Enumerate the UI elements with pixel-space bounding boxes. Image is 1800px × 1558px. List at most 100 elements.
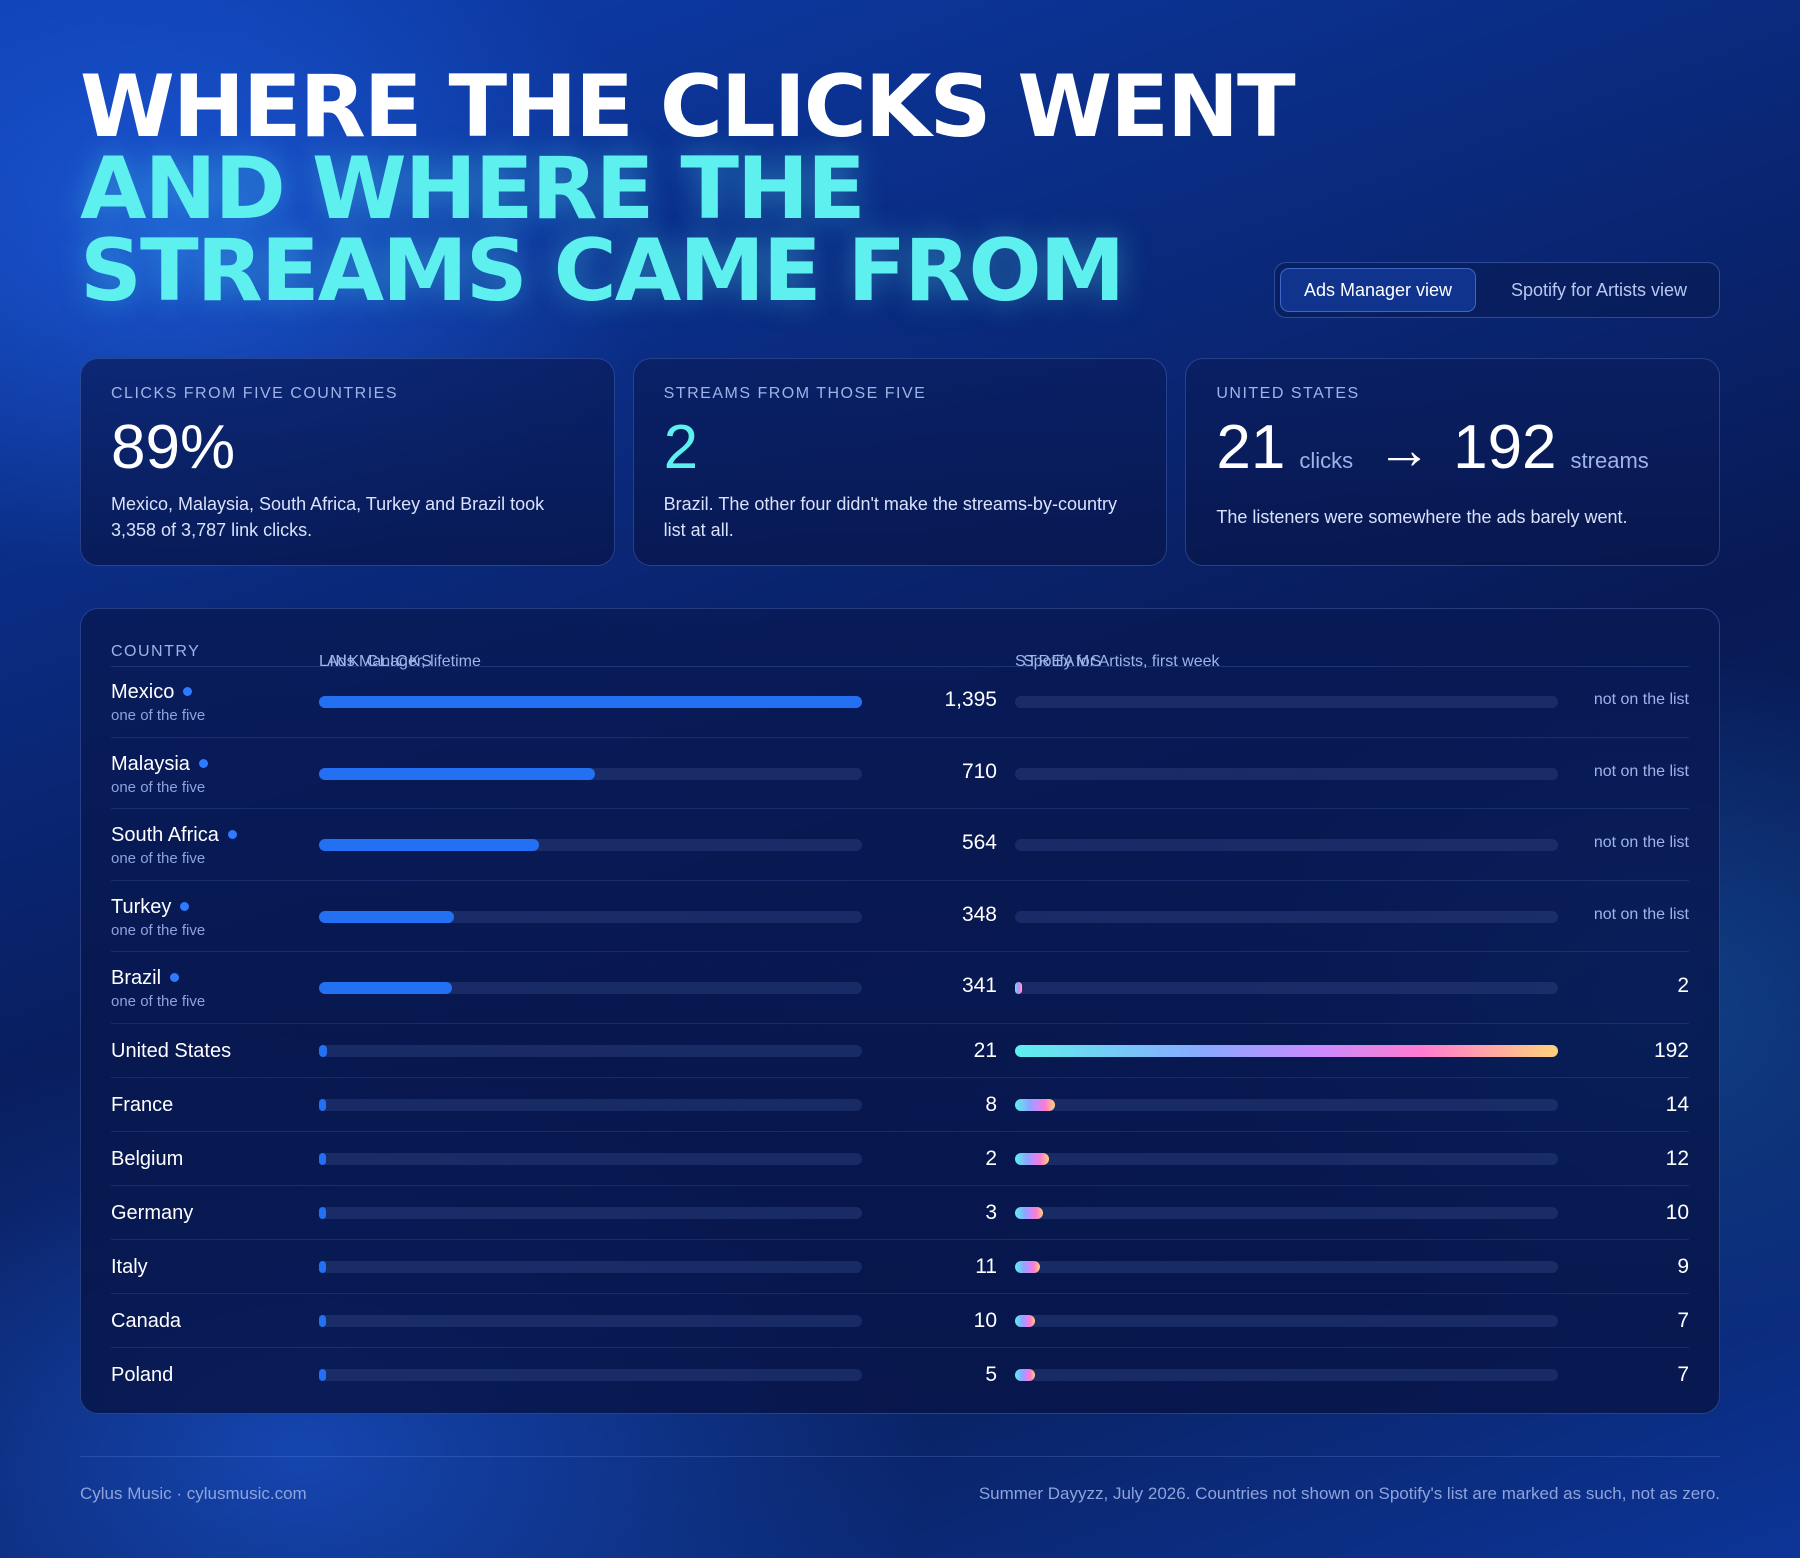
title-line-1: WHERE THE CLICKS WENT bbox=[80, 57, 1296, 157]
country-name: France bbox=[111, 1094, 173, 1117]
page: WHERE THE CLICKS WENT AND WHERE THE STRE… bbox=[80, 0, 1721, 1558]
kpi-description: Mexico, Malaysia, South Africa, Turkey a… bbox=[111, 494, 545, 540]
streams-bar-track bbox=[1015, 1152, 1558, 1165]
country-name: Malaysia bbox=[111, 753, 208, 776]
top-five-label: one of the five bbox=[111, 778, 206, 796]
top-five-dot-icon bbox=[183, 687, 193, 696]
top-five-label: one of the five bbox=[111, 993, 206, 1010]
streams-value: 12 bbox=[1665, 1146, 1689, 1170]
clicks-bar-track bbox=[319, 1152, 862, 1165]
kpi-clicks-unit: clicks bbox=[1299, 448, 1354, 473]
page-title: WHERE THE CLICKS WENT AND WHERE THE STRE… bbox=[80, 57, 1296, 321]
streams-bar-track bbox=[1015, 1260, 1558, 1273]
table-row: South Africa one of the five 564 not on the… bbox=[111, 809, 1689, 881]
clicks-bar-track bbox=[319, 696, 862, 708]
top-five-label: one of the five bbox=[111, 921, 206, 939]
table-row: Poland 5 7 bbox=[111, 1348, 1689, 1402]
not-on-list-label: not on the list bbox=[1593, 834, 1689, 851]
streams-value: 9 bbox=[1677, 1254, 1689, 1278]
streams-bar bbox=[1015, 1368, 1035, 1381]
kpi-streams-value: 192 bbox=[1453, 413, 1557, 482]
streams-value: 192 bbox=[1653, 1038, 1689, 1062]
table-row: France 8 14 bbox=[111, 1078, 1689, 1132]
kpi-value: 2 bbox=[663, 413, 699, 482]
title-line-2: AND WHERE THE bbox=[80, 139, 866, 239]
clicks-value: 1,395 bbox=[944, 688, 997, 711]
country-label: Poland bbox=[111, 1363, 174, 1386]
streams-bar-track bbox=[1015, 910, 1558, 923]
country-label: Germany bbox=[111, 1201, 194, 1224]
streams-bar bbox=[1015, 1152, 1049, 1165]
clicks-value: 348 bbox=[961, 902, 997, 926]
clicks-bar-track bbox=[319, 1260, 862, 1273]
top-five-dot-icon bbox=[180, 901, 190, 911]
streams-bar-track bbox=[1015, 1368, 1558, 1381]
country-name: Belgium bbox=[111, 1148, 183, 1171]
kpi-description: Brazil. The other four didn't make the s… bbox=[663, 494, 1117, 540]
column-header-streams-source: Spotify for Artists, first week bbox=[1023, 653, 1220, 670]
clicks-bar bbox=[319, 1260, 326, 1273]
country-name: Turkey bbox=[111, 896, 190, 919]
country-name: Germany bbox=[111, 1202, 193, 1225]
table-row: Belgium 2 12 bbox=[111, 1132, 1689, 1186]
clicks-value: 341 bbox=[961, 974, 997, 997]
arrow-right-icon: → bbox=[1377, 420, 1432, 480]
clicks-bar-track bbox=[319, 982, 862, 994]
table-row: Mexico one of the five 1,395 not on the lis… bbox=[111, 666, 1689, 738]
clicks-value: 3 bbox=[985, 1200, 997, 1224]
streams-bar-track bbox=[1015, 839, 1558, 851]
clicks-value: 564 bbox=[961, 831, 997, 854]
clicks-bar-track bbox=[319, 1044, 862, 1057]
clicks-value: 10 bbox=[973, 1308, 997, 1332]
streams-bar-track bbox=[1015, 1314, 1558, 1327]
streams-value: 14 bbox=[1665, 1092, 1689, 1116]
title-line-3: STREAMS CAME FROM bbox=[80, 221, 1125, 321]
streams-bar-track bbox=[1015, 982, 1558, 994]
column-header-clicks-source: Ads Manager, lifetime bbox=[327, 653, 481, 670]
kpi-caption: STREAMS FROM THOSE FIVE bbox=[663, 385, 927, 402]
kpi-value-comparison: 21 clicks → 192 streams bbox=[1216, 413, 1689, 496]
clicks-bar bbox=[319, 1314, 326, 1327]
table-row: Turkey one of the five 348 not on the list bbox=[111, 881, 1689, 952]
view-toggle: Ads Manager view Spotify for Artists vie… bbox=[1274, 262, 1720, 318]
spotify-for-artists-view-button[interactable]: Spotify for Artists view bbox=[1510, 279, 1688, 300]
streams-bar-track bbox=[1015, 1044, 1558, 1057]
clicks-bar-track bbox=[319, 1314, 862, 1327]
clicks-bar-track bbox=[319, 1206, 862, 1219]
streams-bar-track bbox=[1015, 1098, 1558, 1111]
streams-bar bbox=[1015, 1098, 1055, 1111]
country-label: Belgium bbox=[111, 1147, 184, 1170]
clicks-value: 5 bbox=[985, 1362, 997, 1386]
table-row: Germany 3 10 bbox=[111, 1186, 1689, 1240]
top-five-dot-icon bbox=[170, 973, 180, 982]
kpi-row: CLICKS FROM FIVE COUNTRIES 89% Mexico, M… bbox=[80, 358, 1721, 566]
streams-bar bbox=[1015, 1044, 1558, 1057]
clicks-value: 710 bbox=[961, 759, 997, 783]
streams-bar-track bbox=[1015, 767, 1558, 780]
top-five-dot-icon bbox=[227, 830, 237, 839]
country-name: South Africa bbox=[111, 824, 237, 847]
clicks-value: 11 bbox=[975, 1254, 997, 1278]
streams-bar-track bbox=[1015, 1206, 1558, 1219]
streams-value: 2 bbox=[1677, 974, 1689, 997]
column-header-streams-label: STREAMS bbox=[1015, 653, 1103, 670]
country-label: France bbox=[111, 1093, 174, 1116]
country-name: Mexico bbox=[111, 681, 193, 704]
clicks-value: 8 bbox=[985, 1092, 997, 1116]
country-label: Italy bbox=[111, 1255, 148, 1278]
clicks-bar-track bbox=[319, 839, 862, 851]
top-five-label: one of the five bbox=[111, 707, 206, 724]
streams-value: 7 bbox=[1677, 1308, 1689, 1332]
country-label: South Africa bbox=[111, 824, 219, 846]
country-name: Poland bbox=[111, 1364, 173, 1387]
clicks-bar bbox=[319, 1206, 326, 1219]
kpi-caption: UNITED STATES bbox=[1216, 385, 1360, 402]
streams-value: 7 bbox=[1677, 1362, 1689, 1386]
country-name: Italy bbox=[111, 1256, 148, 1279]
kpi-clicks-value: 21 bbox=[1216, 413, 1286, 482]
ads-manager-view-button[interactable]: Ads Manager view bbox=[1280, 268, 1476, 312]
clicks-bar bbox=[319, 1098, 326, 1111]
streams-bar bbox=[1015, 982, 1022, 994]
country-label: Canada bbox=[111, 1309, 182, 1332]
table-row: Canada 10 7 bbox=[111, 1294, 1689, 1348]
